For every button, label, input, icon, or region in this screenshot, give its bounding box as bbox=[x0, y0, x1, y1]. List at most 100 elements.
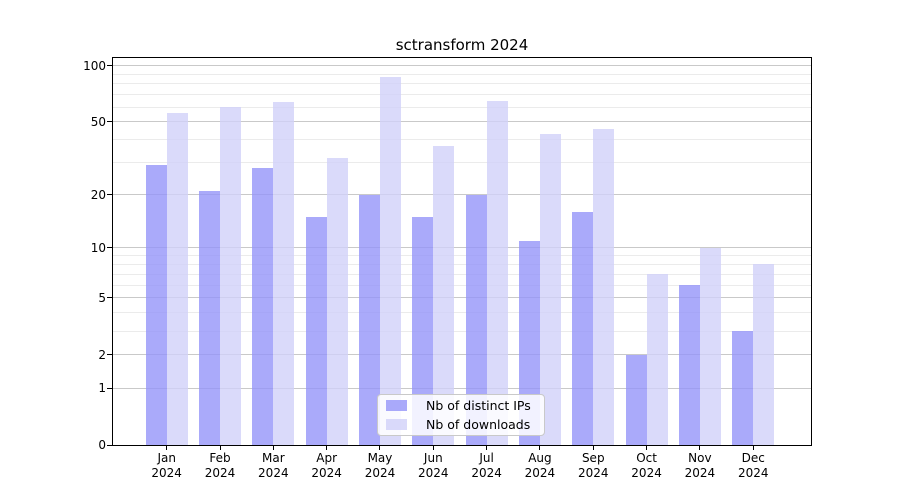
x-tick-mark bbox=[486, 446, 488, 450]
gridline-minor bbox=[113, 94, 811, 96]
bar-downloads bbox=[166, 112, 188, 445]
gridline-minor bbox=[113, 263, 811, 265]
gridline-major bbox=[113, 247, 811, 249]
y-tick-label: 2 bbox=[98, 347, 106, 362]
bar-distinct-ips bbox=[732, 331, 754, 445]
bar-distinct-ips bbox=[572, 212, 594, 445]
bar-downloads bbox=[433, 146, 455, 445]
x-tick-year: 2024 bbox=[737, 466, 769, 480]
bar-distinct-ips bbox=[305, 217, 327, 445]
gridline-minor bbox=[113, 139, 811, 141]
x-tick-year: 2024 bbox=[684, 466, 716, 480]
gridline-minor bbox=[113, 106, 811, 108]
gridline-minor bbox=[113, 312, 811, 314]
x-tick-month: Apr bbox=[316, 451, 338, 465]
x-tick-mark bbox=[592, 446, 594, 450]
x-tick-year: 2024 bbox=[471, 466, 502, 480]
x-tick-month: Jul bbox=[479, 451, 494, 465]
x-tick-label: Sep 2024 bbox=[563, 451, 623, 481]
x-tick-month: Sep bbox=[581, 451, 605, 465]
y-tick-mark bbox=[107, 65, 112, 67]
bar-downloads bbox=[379, 77, 401, 445]
x-tick-mark bbox=[699, 446, 701, 450]
gridline-major bbox=[113, 194, 811, 196]
gridline-minor bbox=[113, 83, 811, 85]
x-tick-mark bbox=[326, 446, 328, 450]
x-tick-year: 2024 bbox=[204, 466, 236, 480]
x-tick-year: 2024 bbox=[151, 466, 182, 480]
x-tick-label: Apr 2024 bbox=[297, 451, 357, 481]
x-tick-label: Dec 2024 bbox=[723, 451, 783, 481]
y-tick-label: 100 bbox=[83, 58, 106, 73]
x-tick-month: Jun bbox=[423, 451, 443, 465]
y-tick-label: 5 bbox=[98, 290, 106, 305]
gridline-minor bbox=[113, 255, 811, 257]
x-tick-mark bbox=[539, 446, 541, 450]
y-tick-mark bbox=[107, 444, 112, 446]
x-tick-year: 2024 bbox=[418, 466, 449, 480]
y-tick-mark bbox=[107, 354, 112, 356]
y-tick-mark bbox=[107, 387, 112, 389]
x-tick-year: 2024 bbox=[577, 466, 609, 480]
x-tick-label: Jun 2024 bbox=[403, 451, 463, 481]
gridline-minor bbox=[113, 284, 811, 286]
bar-distinct-ips bbox=[358, 194, 380, 445]
bar-downloads bbox=[646, 274, 668, 445]
gridline-minor bbox=[113, 73, 811, 75]
x-tick-label: Aug 2024 bbox=[510, 451, 570, 481]
x-tick-label: Mar 2024 bbox=[243, 451, 303, 481]
gridline-minor bbox=[113, 273, 811, 275]
plot-inner: Nb of distinct IPs Nb of downloads bbox=[113, 58, 811, 445]
bar-distinct-ips bbox=[412, 217, 434, 445]
bar-downloads bbox=[593, 128, 615, 445]
bar-downloads bbox=[326, 157, 348, 445]
x-tick-year: 2024 bbox=[524, 466, 556, 480]
x-tick-month: Jan bbox=[157, 451, 176, 465]
y-tick-label: 0 bbox=[98, 438, 106, 452]
x-tick-label: Jul 2024 bbox=[457, 451, 517, 481]
plot-area: Nb of distinct IPs Nb of downloads bbox=[112, 57, 812, 446]
x-tick-month: Dec bbox=[741, 451, 765, 465]
legend: Nb of distinct IPs Nb of downloads bbox=[377, 394, 545, 436]
y-tick-label: 50 bbox=[90, 114, 106, 129]
x-tick-month: Nov bbox=[688, 451, 712, 465]
x-tick-label: Feb 2024 bbox=[190, 451, 250, 481]
bar-distinct-ips bbox=[678, 285, 700, 445]
x-tick-month: Aug bbox=[528, 451, 552, 465]
gridline-major bbox=[113, 65, 811, 67]
y-tick-mark bbox=[107, 297, 112, 299]
bar-downloads bbox=[699, 247, 721, 445]
bar-downloads bbox=[220, 107, 242, 445]
gridline-major bbox=[113, 121, 811, 123]
bar-distinct-ips bbox=[145, 165, 167, 445]
x-tick-label: Jan 2024 bbox=[137, 451, 197, 481]
bar-downloads bbox=[273, 101, 295, 445]
x-tick-mark bbox=[166, 446, 168, 450]
bar-distinct-ips bbox=[252, 168, 274, 445]
legend-label-distinct-ips: Nb of distinct IPs bbox=[426, 397, 531, 413]
chart-title: sctransform 2024 bbox=[395, 36, 529, 54]
legend-swatch-distinct-ips-icon bbox=[386, 399, 407, 411]
x-tick-year: 2024 bbox=[258, 466, 289, 480]
bar-downloads bbox=[753, 264, 775, 445]
legend-label-downloads: Nb of downloads bbox=[426, 417, 531, 433]
y-tick-label: 20 bbox=[90, 187, 106, 202]
bar-downloads bbox=[486, 100, 508, 445]
x-tick-label: Nov 2024 bbox=[670, 451, 730, 481]
bar-distinct-ips bbox=[625, 354, 647, 445]
gridline-major bbox=[113, 387, 811, 389]
legend-swatch-downloads-icon bbox=[386, 419, 407, 431]
x-tick-year: 2024 bbox=[631, 466, 662, 480]
y-tick-mark bbox=[107, 121, 112, 123]
bar-distinct-ips bbox=[465, 194, 487, 445]
x-tick-mark bbox=[432, 446, 434, 450]
x-tick-month: Feb bbox=[209, 451, 231, 465]
x-tick-mark bbox=[379, 446, 381, 450]
bar-distinct-ips bbox=[199, 190, 221, 445]
x-tick-mark bbox=[272, 446, 274, 450]
y-tick-mark bbox=[107, 247, 112, 249]
legend-item-downloads: Nb of downloads bbox=[378, 415, 544, 434]
x-tick-mark bbox=[752, 446, 754, 450]
bar-distinct-ips bbox=[518, 240, 540, 445]
